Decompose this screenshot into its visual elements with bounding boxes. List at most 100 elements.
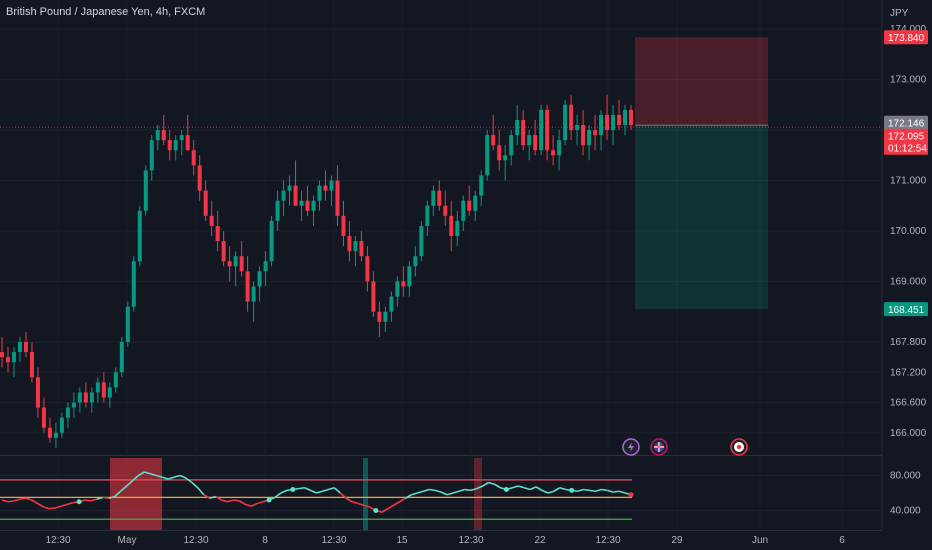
- short-position-tool[interactable]: [0, 37, 882, 310]
- oscillator-segment: [381, 508, 389, 513]
- oscillator-marker: [373, 508, 379, 513]
- oscillator-segment: [446, 492, 454, 496]
- signal-highlight: [474, 458, 482, 530]
- candle: [275, 190, 280, 231]
- oscillator-segment: [203, 494, 211, 499]
- price-tag-value: 172.146: [888, 119, 925, 130]
- candle: [491, 114, 496, 151]
- uk-flag-event-icon[interactable]: [650, 438, 668, 456]
- price-axis[interactable]: JPY 174.000173.000172.000171.000170.0001…: [890, 8, 927, 517]
- candle: [611, 104, 616, 146]
- oscillator-segment: [476, 485, 483, 490]
- candle: [0, 336, 4, 368]
- candle: [299, 190, 304, 221]
- oscillator-segment: [405, 494, 412, 499]
- candle: [317, 180, 322, 211]
- oscillator-segment: [607, 489, 614, 493]
- oscillator-marker: [266, 497, 272, 503]
- time-tick-label: 12:30: [321, 535, 346, 546]
- candle: [425, 200, 430, 237]
- price-tick-label: 171.000: [890, 176, 927, 187]
- candle: [65, 402, 70, 428]
- candle: [251, 281, 256, 322]
- stop-loss-zone[interactable]: [635, 37, 768, 126]
- candle: [605, 94, 610, 141]
- candle: [131, 256, 136, 312]
- economic-events[interactable]: [622, 438, 748, 456]
- candle: [77, 387, 82, 413]
- oscillator-segment: [399, 497, 406, 503]
- oscillator-segment: [458, 488, 466, 493]
- price-tag: 172.146: [884, 115, 928, 130]
- candle: [557, 130, 562, 171]
- candle: [455, 210, 460, 247]
- candle: [575, 114, 580, 146]
- candle: [119, 336, 124, 378]
- lightning-event-icon[interactable]: [622, 438, 640, 456]
- oscillator-segment: [55, 505, 62, 509]
- candle: [437, 180, 442, 211]
- oscillator-segment: [7, 500, 14, 503]
- oscillator-segment: [541, 489, 549, 494]
- oscillator-segment: [96, 496, 104, 500]
- oscillator-segment: [464, 488, 471, 492]
- oscillator-segment: [179, 474, 187, 479]
- price-tick-label: 167.200: [890, 367, 927, 378]
- candle: [53, 422, 58, 448]
- candle: [449, 200, 454, 252]
- candle: [137, 205, 142, 267]
- countdown-timer: 01:12:54: [888, 144, 927, 155]
- oscillator-segment: [13, 498, 21, 502]
- candle: [467, 185, 472, 216]
- candle: [101, 372, 106, 403]
- candle: [371, 271, 376, 317]
- candle: [311, 195, 316, 226]
- oscillator-segment: [512, 485, 519, 489]
- oscillator-segment: [108, 495, 115, 500]
- oscillator-segment: [238, 500, 246, 506]
- candle: [569, 94, 574, 141]
- price-tick-label: 166.000: [890, 428, 927, 439]
- oscillator-segment: [43, 506, 50, 510]
- oscillator-segment: [351, 500, 359, 505]
- oscillator-segment: [482, 481, 489, 487]
- oscillator-segment: [156, 474, 163, 479]
- time-tick-label: 6: [839, 535, 845, 546]
- candle: [155, 125, 160, 151]
- candle: [545, 104, 550, 161]
- oscillator-segment: [518, 485, 525, 489]
- candle: [623, 104, 628, 136]
- oscillator-segment: [345, 497, 353, 503]
- candle: [47, 417, 52, 443]
- oscillator-segment: [535, 486, 543, 492]
- japan-flag-event-icon[interactable]: [730, 438, 748, 456]
- oscillator-segment: [102, 496, 109, 500]
- candle: [227, 246, 232, 282]
- oscillator-marker: [569, 487, 575, 493]
- take-profit-zone[interactable]: [635, 125, 768, 310]
- currency-label: JPY: [890, 8, 909, 19]
- indicator-tick-label: 40.000: [890, 506, 921, 517]
- oscillator-segment: [197, 487, 205, 496]
- candle: [23, 331, 28, 358]
- oscillator-segment: [547, 490, 555, 494]
- candle: [113, 367, 118, 393]
- oscillator-segment: [61, 503, 68, 507]
- candle: [71, 392, 76, 418]
- price-tick-label: 174.000: [890, 24, 927, 35]
- candle-series: [0, 94, 633, 448]
- time-tick-label: 29: [671, 535, 683, 546]
- oscillator-segment: [120, 485, 128, 492]
- oscillator-segment: [298, 486, 305, 490]
- oscillator-segment: [250, 502, 258, 507]
- oscillator-segment: [440, 491, 448, 496]
- candle: [395, 276, 400, 307]
- candle: [419, 220, 424, 262]
- oscillator-segment: [167, 476, 175, 480]
- candle: [245, 256, 250, 312]
- time-axis[interactable]: 12:30 May 12:30 8 12:30 15 12:30 22 12:30 29 Jun 6: [45, 535, 845, 546]
- symbol-title: British Pound / Japanese Yen, 4h, FXCM: [6, 6, 206, 18]
- candle: [479, 170, 484, 206]
- oscillator-segment: [553, 487, 561, 492]
